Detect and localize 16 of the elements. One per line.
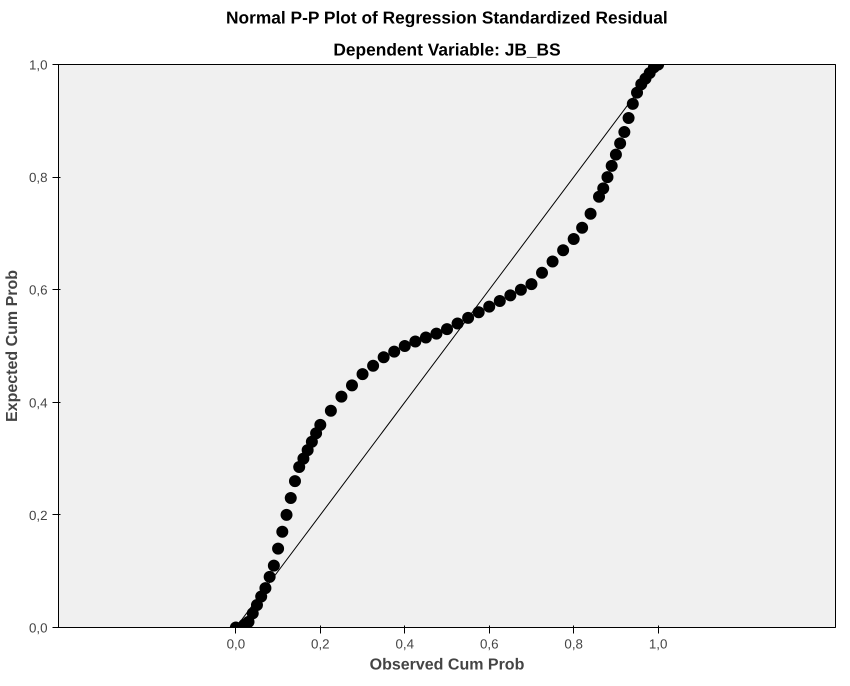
y-tick-label: 0,0 bbox=[28, 620, 48, 636]
y-tick-label: 1,0 bbox=[28, 58, 48, 72]
chart-subtitle: Dependent Variable: JB_BS bbox=[333, 40, 561, 60]
y-tick-label: 0,8 bbox=[28, 170, 48, 186]
y-tick-label: 0,4 bbox=[28, 395, 48, 410]
y-tick-label: 0,2 bbox=[28, 508, 48, 523]
x-tick-label: 0,0 bbox=[226, 636, 246, 652]
x-tick-label: 0,4 bbox=[396, 636, 415, 652]
x-tick-label: 0,6 bbox=[480, 636, 498, 652]
x-tick-label: 1,0 bbox=[648, 636, 668, 652]
x-axis-title: Observed Cum Prob bbox=[370, 656, 525, 674]
y-tick-label: 0,6 bbox=[28, 282, 48, 298]
y-axis-title: Expected Cum Prob bbox=[4, 270, 21, 422]
x-tick-label: 0,2 bbox=[311, 636, 330, 652]
chart-title: Normal P-P Plot of Regression Standardized Residual bbox=[226, 8, 668, 28]
x-tick-label: 0,8 bbox=[564, 636, 583, 652]
